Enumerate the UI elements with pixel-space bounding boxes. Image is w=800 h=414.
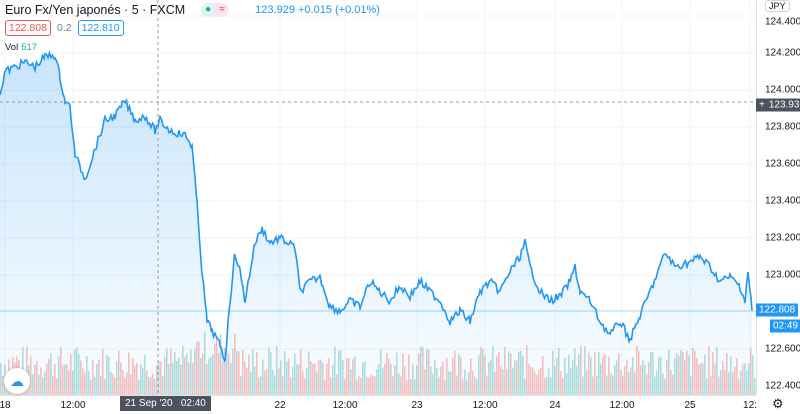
last-price: 123.929 xyxy=(255,4,295,16)
time-tick: 12:00 xyxy=(332,400,358,411)
price-area xyxy=(0,52,752,395)
price-tick: 122.400 xyxy=(765,380,800,392)
sell-button[interactable]: 122.808 xyxy=(5,20,51,36)
countdown-label: 02:49 xyxy=(770,319,800,333)
crosshair-price-label: +123.937 xyxy=(756,98,800,112)
market-open-dot-icon: ● xyxy=(201,3,216,17)
time-tick: 23 xyxy=(411,400,423,411)
price-chart[interactable] xyxy=(0,0,756,395)
currency-button[interactable]: JPY xyxy=(765,0,790,12)
time-tick: 18 xyxy=(0,400,11,411)
spread: 0.2 xyxy=(56,22,72,34)
volume-legend: Vol 517 xyxy=(5,42,37,53)
time-tick: 12:00 xyxy=(472,400,498,411)
status-pill[interactable]: ● ≈ xyxy=(201,3,230,17)
price-tick: 123.800 xyxy=(765,121,800,133)
volume-bar xyxy=(754,377,756,395)
price-tick: 123.600 xyxy=(765,158,800,170)
current-price-label: 122.808 xyxy=(756,303,799,317)
price-tick: 124.400 xyxy=(765,16,800,28)
time-tick: 12: xyxy=(743,400,757,411)
price-change: +0.015 (+0.01%) xyxy=(298,4,380,16)
price-tick: 124.200 xyxy=(765,47,800,59)
time-tick: 24 xyxy=(549,400,561,411)
time-tick: 12:00 xyxy=(609,400,635,411)
price-tick: 123.200 xyxy=(765,232,800,244)
time-tick: 12:00 xyxy=(60,400,86,411)
buy-button[interactable]: 122.810 xyxy=(77,20,124,36)
time-tick: 25 xyxy=(684,400,696,411)
volume-bar xyxy=(752,355,754,395)
time-axis[interactable]: 18 12:00 22 12:00 23 12:00 24 12:00 25 12: xyxy=(0,395,757,414)
approx-icon: ≈ xyxy=(215,3,230,17)
price-line xyxy=(0,50,753,363)
price-axis[interactable]: 124.400 124.200 124.000 123.800 123.600 123.4… xyxy=(756,0,800,395)
volume-label: Vol xyxy=(5,42,19,53)
price-tick: 124.000 xyxy=(765,84,800,96)
crosshair-price: 123.937 xyxy=(768,99,800,111)
legend-header: Euro Fx/Yen japonés · 5 · FXCM ● ≈ 123.9… xyxy=(5,3,380,17)
symbol-title[interactable]: Euro Fx/Yen japonés · 5 · FXCM xyxy=(5,3,186,17)
volume-value: 517 xyxy=(21,42,38,53)
tradingview-logo-icon[interactable]: ☁ xyxy=(4,368,30,394)
time-tick: 22 xyxy=(274,400,286,411)
add-plus-icon[interactable]: + xyxy=(759,99,765,111)
price-tick: 122.600 xyxy=(765,343,800,355)
price-tick: 123.400 xyxy=(765,195,800,207)
price-tick: 123.000 xyxy=(765,269,800,281)
gear-icon[interactable]: ⚙ xyxy=(772,396,784,411)
crosshair-time-label: 21 Sep '20 02:40 xyxy=(120,396,211,411)
